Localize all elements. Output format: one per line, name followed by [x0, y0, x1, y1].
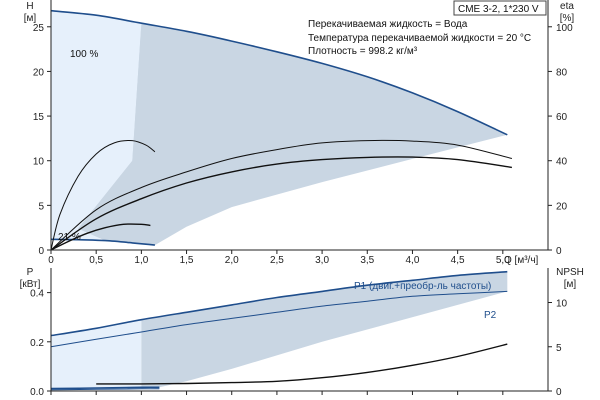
lower-right-tick-label: 0 [556, 387, 562, 398]
h-max-curve [50, 9, 508, 136]
p1-curve [50, 270, 508, 337]
annotation-100-percent: 100 % [70, 49, 98, 60]
npsh-curve [96, 343, 508, 385]
upper-left-tick-label: 0 [38, 246, 44, 257]
p2-curve [50, 290, 508, 348]
x-tick-label: 3,5 [360, 255, 374, 266]
x-tick-label: 2,5 [270, 255, 284, 266]
x-tick-label: 2,0 [225, 255, 239, 266]
eta-max-speed-curve [50, 139, 513, 251]
legend-label-p1: P1 (двиг.+преобр-ль частоты) [354, 280, 491, 292]
lower-operating-envelope [141, 271, 508, 389]
operating-envelope [78, 23, 508, 246]
lower-left-axis-label-1: P [27, 267, 34, 278]
info-line-liquid: Перекачиваемая жидкость = Вода [308, 19, 468, 30]
eta-reduced-speed-curve [50, 140, 156, 251]
lower-light-area [51, 319, 142, 390]
lower-right-axis-label-2: [м] [564, 279, 577, 290]
upper-right-tick-label: 80 [556, 67, 568, 78]
upper-left-tick-label: 20 [33, 67, 45, 78]
p1-min-curve [50, 386, 160, 390]
x-tick-label: 3,0 [315, 255, 329, 266]
chart-title: CME 3-2, 1*230 V [458, 4, 539, 15]
upper-right-tick-label: 100 [556, 23, 573, 34]
lower-left-tick-label: 0.2 [30, 338, 44, 349]
eta-min-speed-curve [50, 223, 151, 251]
upper-left-tick-label: 25 [33, 23, 45, 34]
upper-left-tick-label: 10 [33, 157, 45, 168]
upper-right-tick-label: 0 [556, 246, 562, 257]
lower-chart: 0.0 0.2 0.4 0 5 10 [30, 268, 568, 398]
upper-left-axis-label-1: H [26, 1, 33, 12]
p2-min-curve [50, 388, 160, 391]
x-tick-label: 1,0 [134, 255, 148, 266]
legend-label-p2: P2 [484, 310, 497, 321]
title-box [453, 0, 547, 16]
upper-right-tick-label: 60 [556, 112, 568, 123]
info-line-temperature: Температура перекачиваемой жидкости = 20… [308, 33, 531, 44]
upper-left-tick-label: 5 [38, 201, 44, 212]
info-line-density: Плотность = 998.2 кг/м³ [308, 46, 418, 57]
x-tick-label: 4,5 [451, 255, 465, 266]
upper-left-axis-label-2: [м] [24, 13, 37, 24]
lower-right-axis-label-1: NPSH [556, 267, 584, 278]
lower-left-tick-label: 0.0 [30, 387, 44, 398]
upper-chart: 0 0,5 1,0 1,5 2,0 2,5 3,0 3,5 4,0 4,5 5,0 0 5 10 15 20 2… [33, 0, 573, 266]
x-tick-label: 5,0 [496, 255, 510, 266]
h-min-curve [50, 238, 155, 246]
annotation-21-percent: 21 % [58, 232, 81, 243]
lower-left-axis-label-2: [кВт] [20, 279, 41, 290]
eta-system-curve [50, 156, 512, 251]
x-axis-label: Q [м³/ч] [504, 255, 539, 266]
x-tick-label: 0,5 [89, 255, 103, 266]
x-tick-label: 1,5 [180, 255, 194, 266]
upper-right-tick-label: 20 [556, 201, 568, 212]
upper-left-tick-label: 15 [33, 112, 45, 123]
upper-right-tick-label: 40 [556, 157, 568, 168]
lower-right-tick-label: 5 [556, 343, 562, 354]
upper-right-axis-label-2: [%] [560, 13, 575, 24]
upper-right-axis-label-1: eta [560, 1, 574, 12]
x-tick-label: 0 [48, 255, 54, 266]
lower-left-tick-label: 0.4 [30, 289, 44, 300]
x-tick-label: 4,0 [406, 255, 420, 266]
operating-envelope-left [78, 23, 142, 233]
lower-right-tick-label: 10 [556, 299, 568, 310]
